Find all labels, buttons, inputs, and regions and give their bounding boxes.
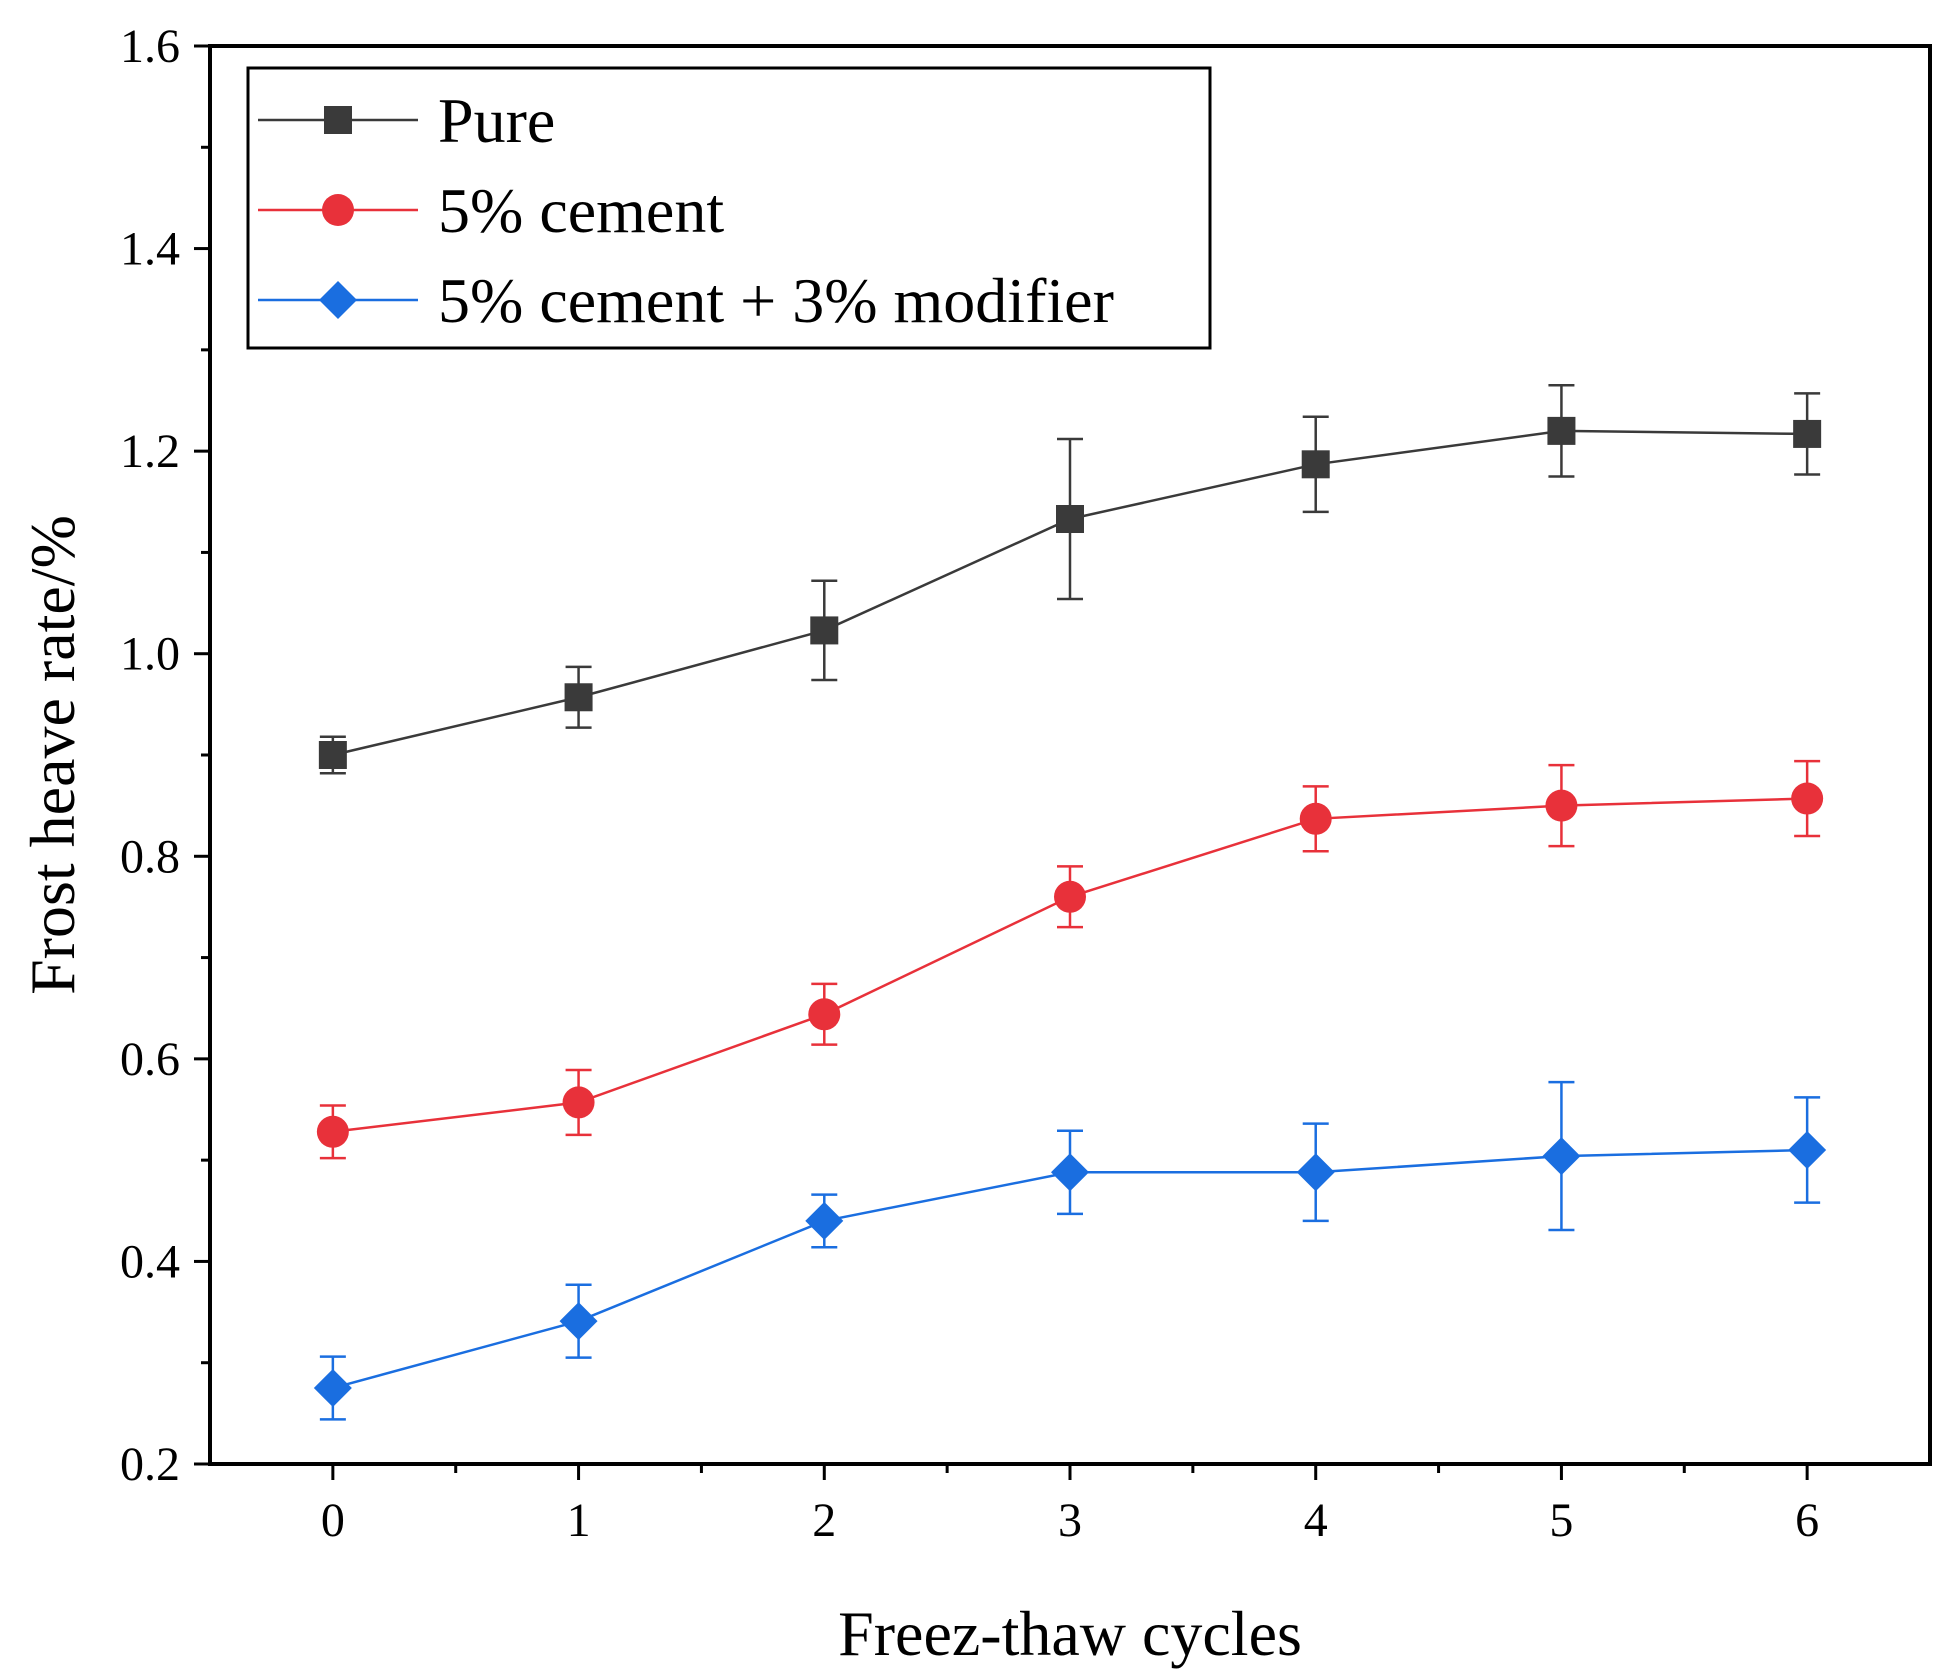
data-point — [562, 1086, 595, 1119]
series-1 — [316, 759, 1824, 1160]
data-point — [1788, 1131, 1827, 1170]
data-point — [1051, 1153, 1089, 1192]
data-point — [808, 998, 841, 1031]
x-tick-label: 5 — [1549, 1494, 1573, 1547]
x-tick-label: 3 — [1058, 1494, 1082, 1547]
y-tick-label: 1.4 — [120, 223, 180, 276]
y-axis-title: Frost heave rate/% — [17, 515, 88, 995]
legend-label: Pure — [438, 85, 555, 156]
legend-marker — [322, 194, 354, 226]
x-axis-title: Freez-thaw cycles — [838, 1598, 1302, 1669]
data-point — [316, 1115, 349, 1148]
data-point — [1299, 802, 1332, 835]
data-point — [1793, 419, 1822, 448]
data-point — [1056, 505, 1084, 534]
series-line — [332, 797, 1808, 1134]
series-0 — [318, 384, 1822, 775]
y-tick-label: 1.6 — [120, 20, 180, 73]
legend: Pure 5% cement 5% cement + 3% modifier — [246, 66, 1212, 350]
data-point — [1054, 880, 1086, 913]
legend-marker — [324, 106, 352, 134]
data-point — [559, 1302, 598, 1341]
legend-box — [246, 66, 1212, 350]
series-2 — [313, 1080, 1827, 1421]
y-tick-label: 0.8 — [120, 830, 180, 883]
data-point — [805, 1201, 844, 1240]
y-tick-label: 0.4 — [120, 1235, 180, 1288]
data-point — [564, 683, 593, 712]
data-point — [1296, 1153, 1335, 1192]
series-layer — [313, 384, 1827, 1421]
legend-label: 5% cement — [438, 175, 724, 246]
y-tick-label: 0.6 — [120, 1033, 180, 1086]
x-tick-label: 6 — [1795, 1494, 1819, 1547]
data-point — [810, 616, 839, 645]
legend-marker — [319, 281, 357, 319]
data-point — [318, 741, 347, 769]
data-point — [1301, 450, 1330, 479]
x-tick-label: 1 — [567, 1494, 591, 1547]
data-point — [1542, 1137, 1581, 1176]
y-tick-label: 0.2 — [120, 1438, 180, 1491]
x-tick-label: 2 — [812, 1494, 836, 1547]
axes-layer: 0 1 2 3 4 5 6 0.2 0.4 0.6 0.8 1.0 1.2 1.4 1.6 Freez-tha… — [17, 20, 1932, 1669]
data-point — [313, 1369, 352, 1408]
y-tick-label: 1.0 — [120, 628, 180, 681]
legend-label: 5% cement + 3% modifier — [438, 265, 1114, 336]
x-tick-label: 4 — [1304, 1494, 1328, 1547]
y-tick-label: 1.2 — [120, 425, 180, 478]
data-point — [1545, 789, 1578, 822]
data-point — [1547, 416, 1576, 445]
x-tick-label: 0 — [321, 1494, 345, 1547]
data-point — [1791, 782, 1824, 815]
